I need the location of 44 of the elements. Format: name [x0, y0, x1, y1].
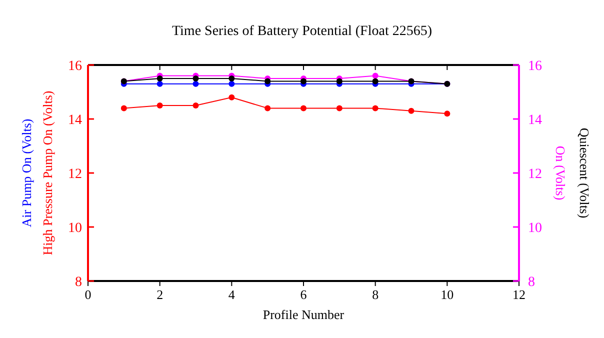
point: [300, 105, 306, 112]
x-tick-label: 0: [84, 287, 92, 302]
point: [372, 72, 378, 79]
point: [120, 105, 127, 112]
text: Air Pump On (Volts): [19, 118, 34, 228]
point: [408, 108, 414, 114]
x-tick-label: 12: [512, 287, 526, 302]
text: High Pressure Pump On (Volts): [40, 90, 55, 256]
y-tick-label: 12: [68, 167, 82, 182]
point: [192, 80, 199, 87]
point: [444, 110, 450, 117]
text: Quiescent (Volts): [577, 128, 592, 218]
x-tick-label: 10: [440, 287, 454, 302]
y-tick-label: 10: [68, 221, 82, 236]
point: [192, 102, 199, 108]
point: [156, 80, 163, 87]
y2-tick-label: 14: [528, 113, 542, 128]
point: [336, 105, 342, 112]
point: [336, 78, 342, 84]
x-tick-label: 4: [228, 287, 236, 302]
y2-tick-label: 16: [528, 59, 542, 74]
point: [228, 76, 235, 82]
y-tick-label: 8: [75, 275, 82, 290]
point: [192, 76, 199, 82]
point: [156, 102, 163, 108]
y2-tick-label: 12: [528, 167, 542, 182]
y-tick-label: 16: [68, 59, 82, 74]
point: [156, 76, 163, 82]
point: [372, 78, 378, 84]
y2-tick-label: 8: [528, 275, 535, 290]
x-tick-label: 8: [372, 287, 379, 302]
x-tick-label: 2: [156, 287, 164, 302]
point: [372, 105, 378, 112]
chart-title: Time Series of Battery Potential (Float 22565): [172, 24, 432, 39]
x-tick-label: 6: [300, 287, 308, 302]
point: [264, 105, 271, 112]
point: [228, 94, 235, 100]
point: [300, 78, 306, 84]
y-tick-label: 14: [68, 113, 82, 128]
point: [228, 80, 235, 87]
point: [264, 78, 271, 84]
y2-tick-label: 10: [528, 221, 542, 236]
text: On (Volts): [553, 146, 568, 200]
x-axis-title: Profile Number: [262, 307, 345, 322]
